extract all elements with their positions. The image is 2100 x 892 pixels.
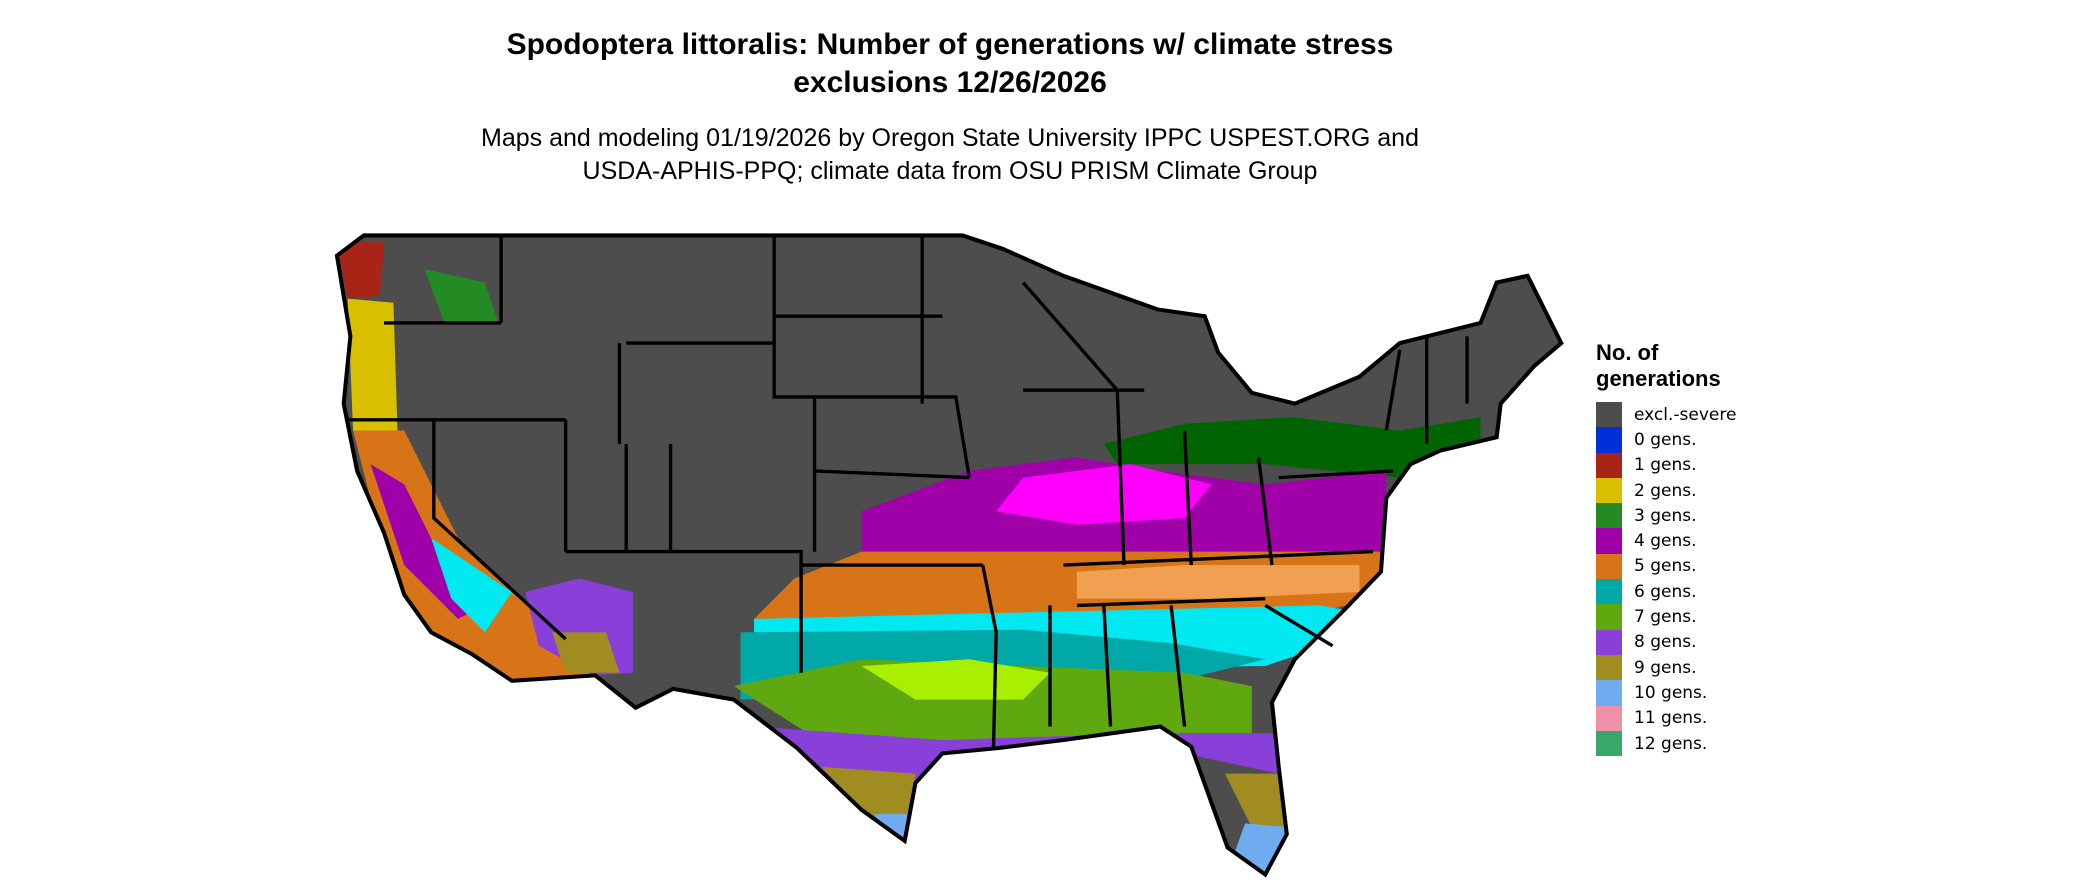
legend-item: excl.-severe <box>1596 402 1737 428</box>
region-3-gen <box>1103 417 1481 478</box>
region-9-gen-fl <box>1224 773 1290 835</box>
legend-swatch <box>1596 579 1622 605</box>
region-2-gen <box>347 298 398 431</box>
state-borders <box>347 235 1469 747</box>
legend-label: 3 gens. <box>1634 505 1697 526</box>
legend-swatch <box>1596 604 1622 630</box>
region-7-gen-light <box>861 659 1050 700</box>
region-9-gen-west <box>552 632 620 673</box>
legend-label: 5 gens. <box>1634 556 1697 577</box>
legend-label: 4 gens. <box>1634 531 1697 552</box>
legend-swatch <box>1596 730 1622 757</box>
legend-item: 1 gens. <box>1596 452 1736 478</box>
title-line-2: exclusions 12/26/2026 <box>793 66 1107 99</box>
legend-swatch <box>1596 680 1622 706</box>
region-1-gen <box>336 242 385 299</box>
legend-swatch <box>1596 705 1622 731</box>
legend-swatch <box>1596 477 1622 504</box>
title-line-1: Spodoptera littoralis: Number of generat… <box>506 28 1394 61</box>
region-3-gen-nw <box>424 269 499 323</box>
legend-swatch <box>1596 553 1622 580</box>
legend-swatch <box>1596 503 1622 529</box>
legend-label: excl.-severe <box>1634 404 1737 425</box>
legend-label: 7 gens. <box>1634 607 1697 628</box>
region-7-gen <box>733 659 1252 749</box>
legend-item: 10 gens. <box>1596 680 1736 706</box>
legend-item: 0 gens. <box>1596 427 1736 453</box>
legend-swatch <box>1596 427 1622 453</box>
legend-label: 1 gens. <box>1634 455 1697 476</box>
subtitle-line-2: USDA-APHIS-PPQ; climate data from OSU PR… <box>582 157 1318 185</box>
map-subtitle: Maps and modeling 01/19/2026 by Oregon S… <box>350 122 1550 188</box>
legend-label: 0 gens. <box>1634 429 1697 450</box>
legend-item: 3 gens. <box>1596 503 1736 529</box>
region-4-gen-light <box>996 464 1212 525</box>
legend-label: 2 gens. <box>1634 480 1697 501</box>
subtitle-line-1: Maps and modeling 01/19/2026 by Oregon S… <box>481 124 1419 152</box>
legend-item: 9 gens. <box>1596 654 1736 681</box>
legend-label: 10 gens. <box>1634 682 1708 703</box>
map-regions <box>336 235 1562 875</box>
legend-items: excl.-severe 0 gens. 1 gens. 2 gens. 3 gens.… <box>1596 402 1737 757</box>
legend-item: 6 gens. <box>1596 579 1736 605</box>
legend-label: 8 gens. <box>1634 632 1697 653</box>
legend-item: 8 gens. <box>1596 629 1736 655</box>
legend-label: 6 gens. <box>1634 581 1697 602</box>
region-5-gen-light <box>1076 565 1360 599</box>
legend-swatch <box>1596 452 1622 478</box>
legend-item: 11 gens. <box>1596 705 1736 731</box>
legend-title: No. of generations <box>1596 340 1736 392</box>
legend-item: 5 gens. <box>1596 553 1736 580</box>
legend-item: 2 gens. <box>1596 477 1736 504</box>
legend-title-line-1: No. of <box>1596 340 1659 365</box>
legend-item: 4 gens. <box>1596 528 1736 554</box>
legend-swatch <box>1596 528 1622 554</box>
legend-swatch <box>1596 654 1622 681</box>
region-6-gen-west <box>431 538 512 633</box>
legend-swatch <box>1596 402 1622 428</box>
legend-item: 12 gens. <box>1596 730 1736 757</box>
legend: No. of generations excl.-severe 0 gens. 1 … <box>1596 340 1737 757</box>
legend-label: 11 gens. <box>1634 708 1708 729</box>
legend-item: 7 gens. <box>1596 604 1736 630</box>
legend-swatch <box>1596 629 1622 655</box>
map-title: Spodoptera littoralis: Number of generat… <box>350 26 1550 102</box>
legend-title-line-2: generations <box>1596 366 1721 391</box>
legend-label: 12 gens. <box>1634 733 1708 754</box>
legend-label: 9 gens. <box>1634 657 1697 678</box>
